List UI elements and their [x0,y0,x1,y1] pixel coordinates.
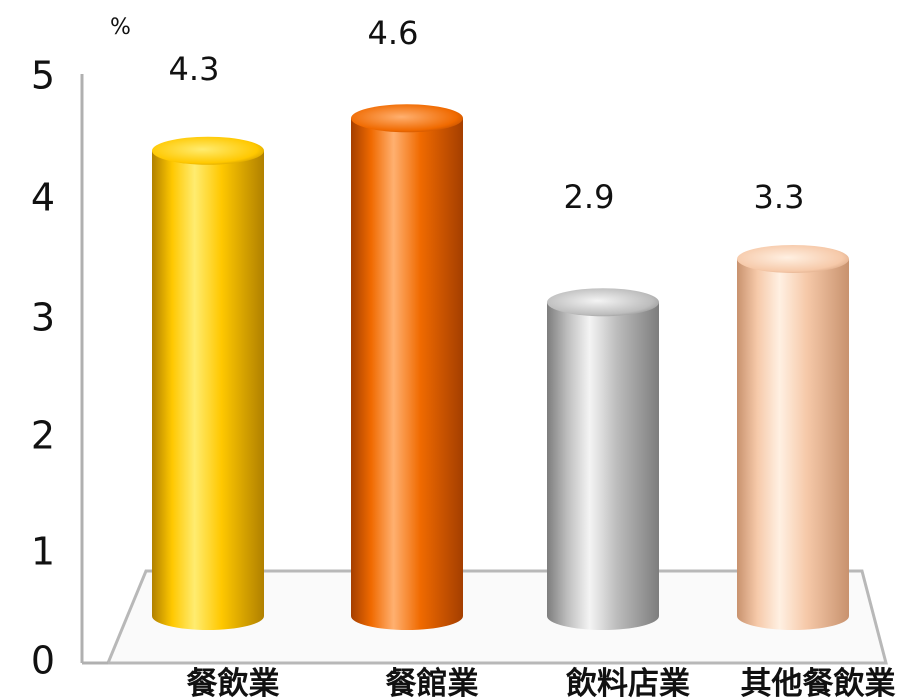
bar-body-3 [737,258,849,630]
value-label-3: 3.3 [754,178,805,216]
category-label-1: 餐館業 [386,666,479,700]
bar-1 [351,104,463,630]
bar-cap-3 [737,244,849,273]
bar-cap-2 [547,288,659,317]
chart-frame [80,74,888,665]
value-label-1: 4.6 [368,14,419,52]
x-axis-categories: 餐飲業 餐館業 飲料店業 其他餐飲業 [187,666,896,700]
bar-cap-1 [351,104,463,133]
y-tick-label-2: 2 [31,414,55,458]
y-tick-label-3: 3 [31,296,55,340]
value-labels: 4.3 4.6 2.9 3.3 [169,14,805,216]
bar-body-2 [547,302,659,630]
category-label-0: 餐飲業 [187,666,280,700]
y-axis-unit: % [110,15,131,40]
bar-cap-0 [152,136,264,165]
bar-3 [737,244,849,630]
category-label-3: 其他餐飲業 [741,666,896,700]
y-tick-label-4: 4 [31,176,55,220]
y-axis-ticks: 0 1 2 3 4 5 [31,54,55,683]
bar-body-0 [152,150,264,631]
y-tick-label-1: 1 [31,530,55,574]
bar-2 [547,288,659,630]
value-label-0: 4.3 [169,50,220,88]
bar-body-1 [351,118,463,630]
y-tick-label-0: 0 [31,639,55,683]
bar-0 [152,136,264,631]
value-label-2: 2.9 [564,178,615,216]
bar-series [152,104,849,631]
y-tick-label-5: 5 [31,54,55,98]
category-label-2: 飲料店業 [566,666,690,700]
